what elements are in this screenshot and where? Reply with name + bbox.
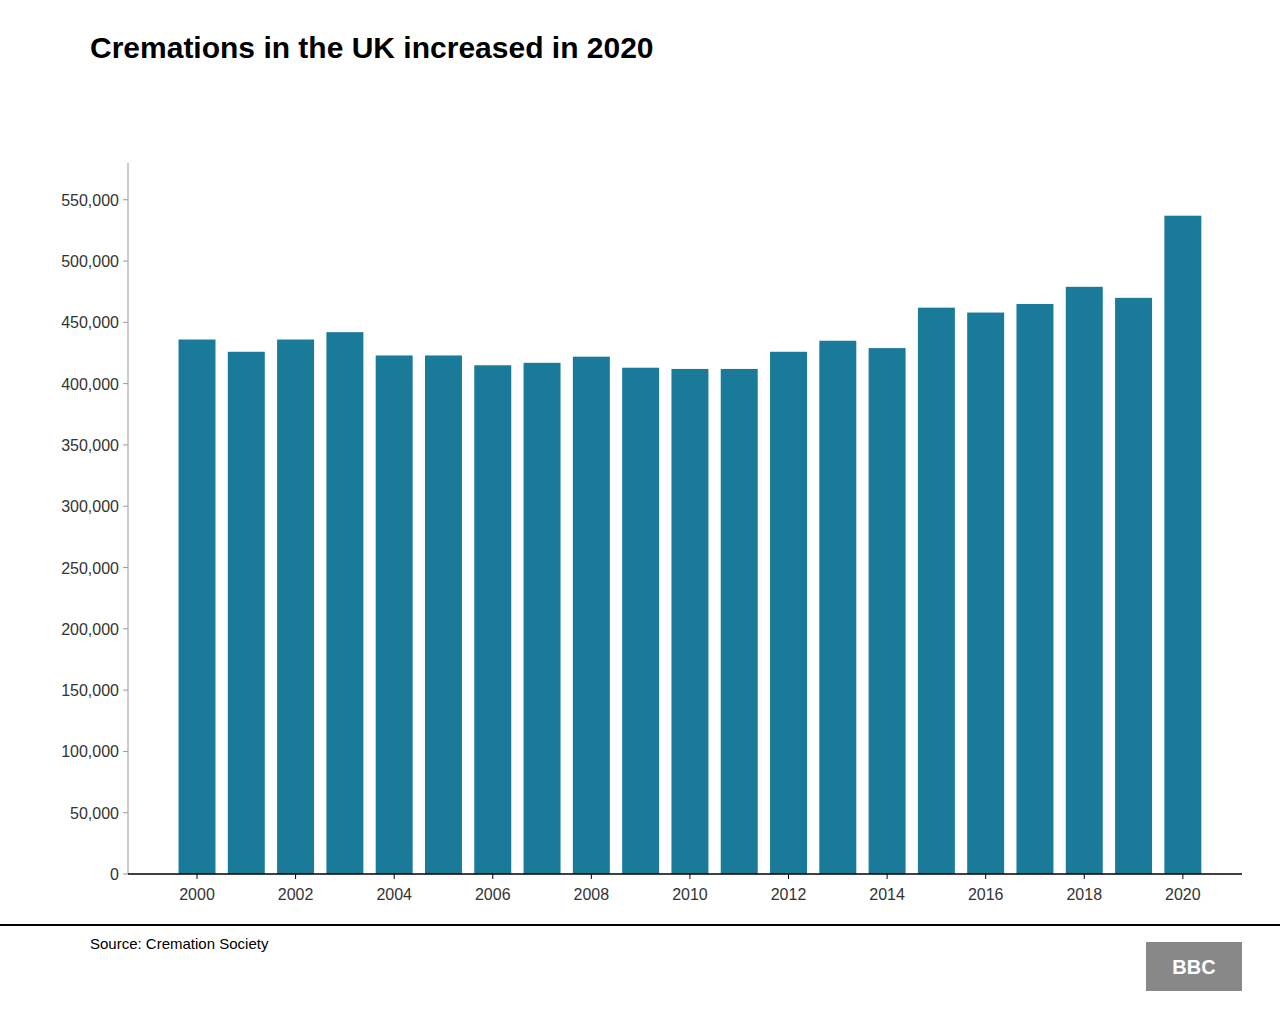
y-tick-label: 200,000: [61, 621, 119, 638]
y-tick-label: 150,000: [61, 682, 119, 699]
footer-separator: [0, 924, 1280, 926]
y-tick-label: 350,000: [61, 437, 119, 454]
bar: [869, 348, 906, 874]
x-tick: [394, 874, 395, 879]
bar: [1164, 216, 1201, 874]
x-tick: [1182, 874, 1183, 879]
x-tick-label: 2012: [771, 886, 807, 903]
page: {"chart_data": {"type": "bar", "title": …: [0, 0, 1280, 1016]
bar: [277, 340, 314, 874]
bar: [622, 368, 659, 874]
x-tick: [591, 874, 592, 879]
y-tick-label: 300,000: [61, 498, 119, 515]
x-tick-label: 2000: [179, 886, 215, 903]
bar: [770, 352, 807, 874]
x-tick-label: 2020: [1165, 886, 1201, 903]
bar: [573, 357, 610, 874]
x-tick: [689, 874, 690, 879]
bar: [1066, 287, 1103, 874]
bar: [376, 355, 413, 874]
bar: [671, 369, 708, 874]
y-tick-label: 50,000: [70, 805, 119, 822]
x-tick: [492, 874, 493, 879]
bar: [1016, 304, 1053, 874]
y-tick: [123, 322, 128, 323]
y-tick: [123, 751, 128, 752]
y-tick: [123, 812, 128, 813]
chart: Cremations in the UK increased in 2020 0 5…: [0, 0, 1280, 1016]
y-tick: [123, 383, 128, 384]
y-tick: [123, 628, 128, 629]
y-tick-label: 400,000: [61, 376, 119, 393]
x-tick-label: 2018: [1066, 886, 1102, 903]
title: Cremations in the UK increased in 2020: [90, 31, 654, 64]
y-tick-label: 500,000: [61, 253, 119, 270]
x-tick: [788, 874, 789, 879]
y-tick-label: 0: [110, 866, 119, 883]
bar: [918, 308, 955, 874]
x-tick: [887, 874, 888, 879]
bar: [1115, 298, 1152, 874]
source-text: Source: Cremation Society: [90, 935, 269, 952]
y-tick-label: 550,000: [61, 192, 119, 209]
x-tick: [197, 874, 198, 879]
y-tick: [123, 506, 128, 507]
y-axis-line: [128, 163, 129, 874]
x-tick-label: 2010: [672, 886, 708, 903]
y-tick-label: 100,000: [61, 743, 119, 760]
y-tick: [123, 874, 128, 875]
y-tick: [123, 690, 128, 691]
bar: [819, 341, 856, 874]
y-tick-label: 450,000: [61, 314, 119, 331]
bar: [524, 363, 561, 874]
x-tick: [985, 874, 986, 879]
y-tick: [123, 444, 128, 445]
x-tick-label: 2006: [475, 886, 511, 903]
bar: [228, 352, 265, 874]
bar: [721, 369, 758, 874]
x-tick: [1084, 874, 1085, 879]
y-tick: [123, 261, 128, 262]
bars: [179, 216, 1202, 874]
x-tick-label: 2002: [278, 886, 314, 903]
bar: [474, 365, 511, 874]
x-tick: [295, 874, 296, 879]
logo-box: [1146, 942, 1242, 991]
y-tick: [123, 199, 128, 200]
bar: [425, 355, 462, 874]
x-tick-label: 2004: [376, 886, 412, 903]
logo-text: BBC: [1172, 956, 1215, 978]
bar: [326, 332, 363, 874]
bar: [179, 340, 216, 874]
bar: [967, 313, 1004, 874]
x-tick-label: 2014: [869, 886, 905, 903]
y-tick-label: 250,000: [61, 560, 119, 577]
x-tick-label: 2008: [574, 886, 610, 903]
x-tick-label: 2016: [968, 886, 1004, 903]
y-tick: [123, 567, 128, 568]
